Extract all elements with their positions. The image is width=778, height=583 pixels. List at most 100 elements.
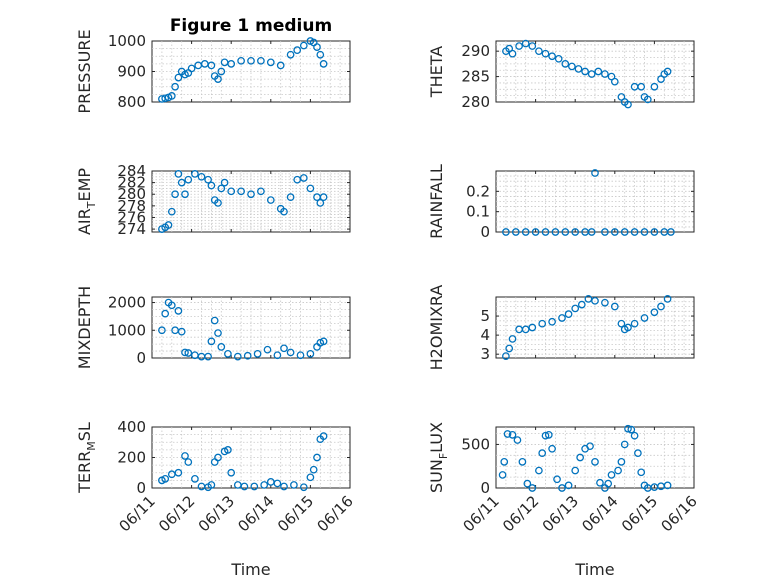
- x-axis-label-right: Time: [574, 560, 614, 579]
- y-tick-label: 2000: [108, 294, 146, 312]
- subplot-2: 280 285 290 THETA: [427, 39, 695, 111]
- data-point: [233, 352, 242, 361]
- data-point: [531, 228, 540, 236]
- data-point: [214, 329, 222, 337]
- data-point: [266, 58, 275, 67]
- data-point: [286, 50, 295, 59]
- y-tick-label: 1000: [108, 32, 146, 50]
- data-point: [276, 61, 285, 70]
- y-tick-label: 290: [461, 42, 490, 60]
- data-point: [558, 314, 566, 322]
- y-tick-label: 285: [461, 68, 490, 86]
- y-axis-label-subscript: M: [85, 441, 98, 451]
- data-point: [293, 46, 302, 55]
- data-point: [227, 468, 236, 477]
- data-point: [227, 187, 236, 196]
- data-point: [319, 337, 328, 346]
- data-point: [594, 67, 603, 76]
- data-point: [313, 453, 321, 462]
- data-point: [167, 301, 176, 310]
- data-point: [500, 458, 509, 466]
- data-point: [181, 190, 189, 199]
- data-point: [571, 466, 580, 475]
- data-point: [240, 482, 249, 491]
- data-point: [184, 458, 193, 466]
- y-tick-label: 280: [461, 93, 490, 111]
- data-point: [541, 49, 550, 58]
- data-point: [568, 62, 576, 71]
- data-point: [508, 335, 517, 343]
- data-point: [505, 344, 514, 353]
- data-point: [650, 228, 659, 236]
- data-point: [167, 207, 176, 216]
- data-point: [290, 481, 298, 489]
- subplot-4: 0 0.1 0.2 RAINFALL: [427, 164, 695, 241]
- data-point: [174, 73, 183, 82]
- data-point: [503, 430, 512, 438]
- data-point: [558, 484, 566, 492]
- x-tick-label: 06/11: [116, 492, 159, 535]
- data-point: [535, 466, 543, 475]
- data-point: [620, 228, 629, 236]
- data-point: [273, 479, 282, 488]
- data-point: [316, 199, 325, 207]
- plot-area: [151, 296, 351, 359]
- y-tick-label: 276: [117, 208, 146, 226]
- data-point: [513, 436, 522, 444]
- y-tick-label: 800: [117, 93, 146, 111]
- data-point: [548, 52, 556, 61]
- y-tick-label: 280: [117, 185, 146, 203]
- data-point: [607, 471, 616, 479]
- data-point: [541, 228, 550, 236]
- x-tick-label: 06/13: [539, 492, 582, 535]
- subplot-1: 800 900 1000 PRESSURE: [75, 29, 351, 114]
- data-point: [309, 465, 318, 474]
- data-point: [296, 351, 305, 360]
- data-point: [630, 431, 639, 440]
- data-point: [663, 295, 672, 303]
- data-point: [601, 228, 609, 236]
- data-point: [263, 345, 272, 354]
- y-tick-label: 200: [117, 449, 146, 467]
- data-point: [571, 228, 580, 236]
- y-tick-label: 0.1: [466, 203, 490, 221]
- data-point: [564, 481, 573, 490]
- data-point: [273, 351, 282, 360]
- data-point: [299, 41, 308, 50]
- y-axis-label-text: MIXDEPTH: [75, 286, 94, 369]
- data-point: [316, 50, 325, 59]
- data-point: [164, 221, 173, 229]
- data-point: [617, 319, 626, 328]
- data-point: [220, 178, 229, 187]
- data-point: [187, 64, 196, 73]
- x-tick-label: 06/14: [578, 492, 621, 535]
- data-point: [614, 466, 622, 475]
- x-tick-label: 06/12: [155, 492, 198, 535]
- data-point: [174, 307, 183, 315]
- y-axis-label-subscript: T: [85, 201, 98, 209]
- y-tick-label: 0: [136, 349, 146, 367]
- data-point: [217, 184, 226, 193]
- data-point: [299, 174, 308, 182]
- data-point: [511, 228, 520, 236]
- data-point: [299, 483, 308, 492]
- y-axis-label-text-tail: SL: [75, 422, 94, 441]
- y-axis-label: TERRMSL: [75, 422, 98, 494]
- x-tick-label: 06/11: [460, 492, 503, 535]
- data-point: [204, 175, 212, 184]
- data-point: [319, 193, 328, 201]
- data-point: [207, 181, 216, 190]
- data-point: [181, 348, 189, 357]
- data-point: [286, 348, 295, 357]
- data-point: [663, 481, 672, 490]
- data-point: [586, 442, 594, 451]
- data-point: [191, 170, 199, 178]
- data-point: [174, 468, 183, 477]
- y-axis-label: PRESSURE: [75, 29, 94, 113]
- data-point: [571, 304, 580, 313]
- y-axis-label: H2OMIXRA: [427, 285, 446, 371]
- y-axis-label-text: H2OMIXRA: [427, 285, 446, 371]
- y-tick-label: 0.2: [466, 182, 490, 200]
